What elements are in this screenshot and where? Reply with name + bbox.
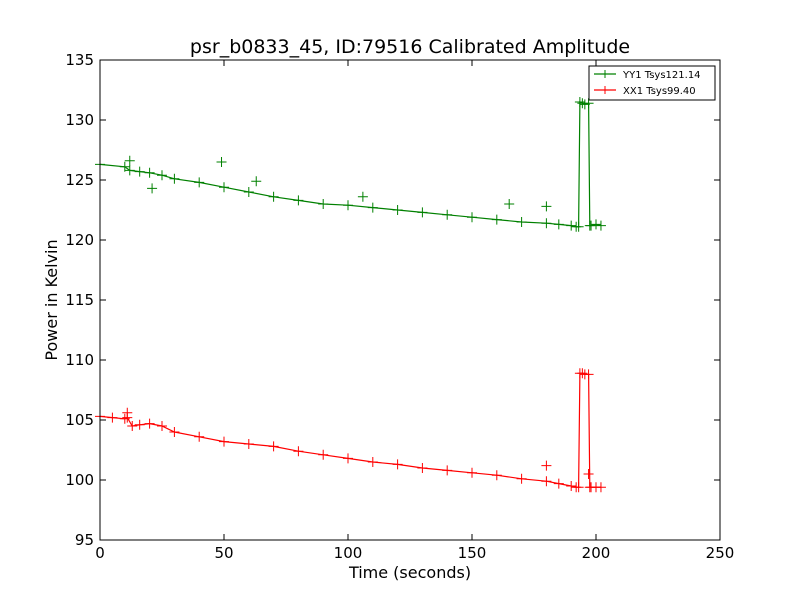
x-tick-label: 150 [458, 544, 487, 562]
data-point [144, 418, 155, 429]
data-point [392, 459, 403, 470]
y-axis-label: Power in Kelvin [42, 239, 61, 360]
data-point [392, 205, 403, 215]
y-tick-label: 130 [65, 111, 94, 129]
y-tick-label: 100 [65, 471, 94, 489]
legend-entry: XX1 Tsys99.40 [594, 86, 696, 97]
data-point [169, 173, 180, 184]
y-tick-label: 120 [65, 231, 94, 249]
data-point [367, 457, 378, 467]
data-point [134, 166, 145, 177]
data-point [591, 219, 601, 230]
data-point [134, 419, 145, 430]
chart-title: psr_b0833_45, ID:79516 Calibrated Amplit… [190, 36, 630, 58]
data-point [467, 212, 477, 223]
legend-label: XX1 Tsys99.40 [623, 86, 696, 97]
legend-entry: YY1 Tsys121.14 [594, 70, 701, 81]
data-point [243, 187, 254, 197]
outlier-point [124, 155, 135, 166]
data-point [491, 214, 502, 225]
outlier-point [541, 201, 552, 212]
y-tick-label: 110 [65, 351, 94, 369]
data-point [127, 421, 138, 431]
legend-marker-icon [601, 70, 609, 78]
x-tick-label: 0 [95, 544, 105, 562]
data-point [318, 449, 329, 460]
data-point [541, 476, 552, 487]
series-line [99, 101, 602, 228]
data-point [574, 97, 585, 107]
data-point [124, 165, 135, 176]
outlier-point [541, 460, 552, 471]
data-point [577, 368, 588, 379]
series-layer [95, 97, 606, 493]
data-point [417, 463, 428, 473]
data-point [119, 413, 130, 424]
data-point [442, 465, 453, 476]
outlier-point [357, 191, 368, 202]
data-point [595, 220, 606, 231]
legend-label: YY1 Tsys121.14 [622, 70, 701, 81]
data-point [194, 431, 205, 442]
outlier-point [251, 176, 262, 187]
data-point [343, 453, 353, 464]
series-0 [95, 97, 606, 232]
legend-marker-icon [601, 86, 609, 94]
data-point [343, 200, 353, 211]
series-1 [95, 368, 606, 493]
data-point [219, 436, 229, 447]
legend-box [588, 65, 716, 101]
x-tick-label: 50 [214, 544, 233, 562]
data-point [417, 207, 428, 218]
ticks-layer: 0 50 100 150 200 250 95 100 105 110 115 120 125 130 13… [65, 51, 734, 562]
data-point [107, 412, 118, 423]
y-tick-label: 105 [65, 411, 94, 429]
data-point [268, 191, 279, 202]
y-tick-label: 115 [65, 291, 94, 309]
x-axis-label: Time (seconds) [348, 563, 471, 582]
data-point [553, 219, 564, 230]
x-tick-label: 200 [582, 544, 611, 562]
x-tick-label: 100 [334, 544, 363, 562]
data-point [573, 221, 584, 232]
y-tick-label: 135 [65, 51, 94, 69]
outlier-point [147, 183, 158, 194]
data-point [583, 369, 594, 380]
outlier-point [122, 407, 133, 418]
x-tick-label: 250 [706, 544, 735, 562]
outlier-point [583, 469, 594, 479]
data-point [442, 209, 453, 220]
data-point [268, 441, 279, 452]
data-point [367, 202, 378, 213]
outlier-point [504, 199, 515, 209]
data-point [553, 478, 564, 489]
data-point [566, 481, 577, 491]
data-point [157, 170, 167, 181]
y-tick-label: 125 [65, 171, 94, 189]
data-point [293, 195, 304, 206]
plot-area [100, 60, 720, 540]
data-point [243, 439, 254, 449]
data-point [219, 182, 229, 193]
y-tick-label: 95 [75, 531, 94, 549]
data-point [169, 427, 180, 437]
data-point [318, 199, 329, 209]
data-point [595, 482, 606, 493]
data-point [516, 473, 527, 484]
data-point [541, 218, 552, 229]
data-point [194, 177, 205, 188]
legend: YY1 Tsys121.14 XX1 Tsys99.40 [588, 65, 716, 101]
data-point [157, 421, 167, 431]
data-point [516, 217, 527, 227]
outlier-point [216, 157, 227, 167]
data-point [293, 446, 304, 457]
data-point [573, 482, 584, 493]
data-point [586, 220, 597, 231]
data-point [467, 467, 477, 478]
data-point [491, 470, 502, 481]
data-point [566, 220, 577, 231]
data-point [144, 167, 155, 178]
